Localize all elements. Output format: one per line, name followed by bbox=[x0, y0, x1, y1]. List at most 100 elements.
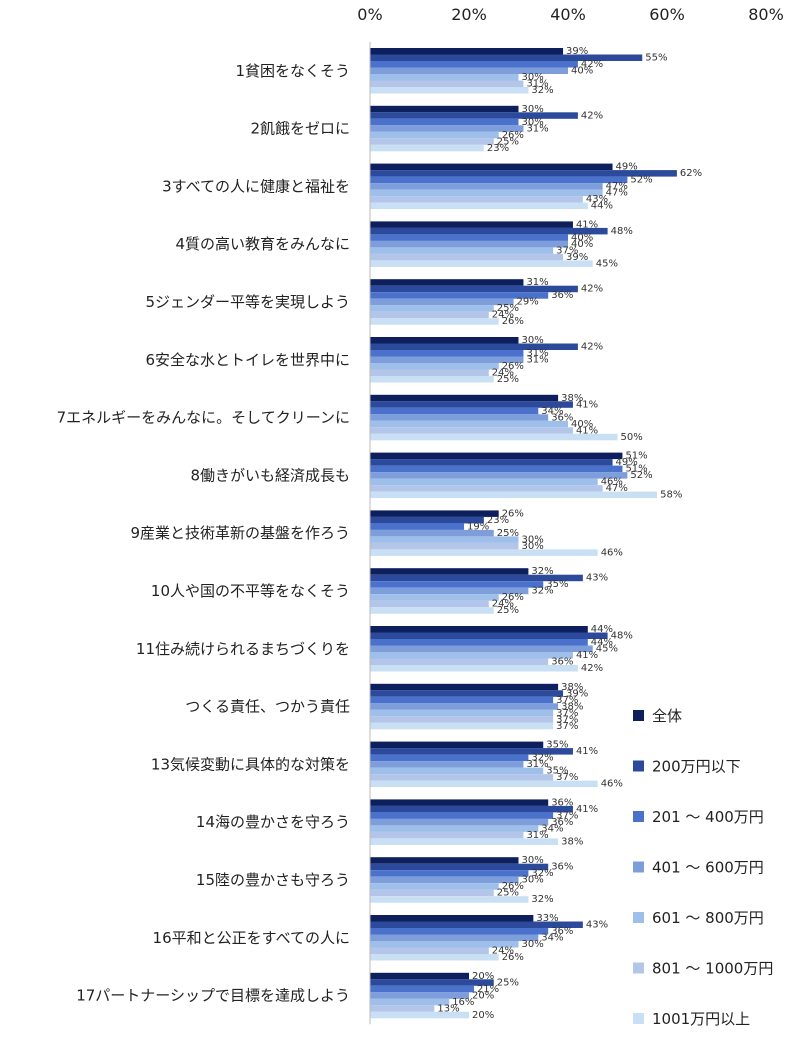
data-label: 25% bbox=[497, 374, 519, 385]
category-label: 17パートナーシップで目標を達成しよう bbox=[76, 987, 350, 1005]
data-label: 36% bbox=[551, 817, 573, 828]
legend-label: 601 ～ 800万円 bbox=[652, 909, 764, 927]
bar bbox=[370, 947, 489, 954]
bars bbox=[370, 48, 677, 1019]
data-label: 21% bbox=[477, 984, 499, 995]
data-label: 45% bbox=[596, 258, 618, 269]
bar bbox=[370, 587, 529, 595]
bar bbox=[370, 318, 499, 325]
bar bbox=[370, 954, 499, 961]
bar bbox=[370, 761, 524, 768]
bar bbox=[370, 67, 568, 74]
data-label: 19% bbox=[467, 521, 489, 532]
data-label: 30% bbox=[522, 855, 544, 866]
data-label: 30% bbox=[522, 104, 544, 115]
bar bbox=[370, 709, 554, 717]
data-label: 41% bbox=[576, 650, 598, 661]
bar bbox=[370, 639, 588, 646]
data-label: 48% bbox=[611, 226, 633, 237]
bar bbox=[370, 253, 564, 261]
category-label: 9産業と技術革新の基盤を作ろう bbox=[130, 524, 350, 542]
bar bbox=[370, 74, 519, 81]
data-label: 46% bbox=[601, 547, 623, 558]
data-label: 42% bbox=[581, 110, 603, 121]
category-label: 3すべての人に健康と福祉を bbox=[162, 177, 350, 195]
data-label: 31% bbox=[526, 277, 548, 288]
data-label: 38% bbox=[561, 701, 583, 712]
bar bbox=[370, 536, 519, 543]
data-label: 52% bbox=[630, 175, 652, 186]
data-label: 51% bbox=[625, 451, 647, 462]
bar bbox=[370, 825, 539, 832]
bar bbox=[370, 163, 613, 171]
data-label: 37% bbox=[556, 708, 578, 719]
legend-swatch bbox=[633, 912, 644, 923]
data-label: 23% bbox=[487, 143, 509, 154]
bar bbox=[370, 549, 598, 556]
bar bbox=[370, 394, 559, 402]
data-label: 30% bbox=[522, 541, 544, 552]
legend-swatch bbox=[633, 811, 644, 822]
bar bbox=[370, 690, 564, 697]
data-label: 36% bbox=[551, 862, 573, 873]
bar bbox=[370, 189, 603, 197]
bar bbox=[370, 1011, 469, 1019]
bar bbox=[370, 459, 613, 466]
data-label: 23% bbox=[487, 515, 509, 526]
bar bbox=[370, 510, 499, 517]
data-label: 41% bbox=[576, 399, 598, 410]
x-tick-label: 0% bbox=[357, 5, 382, 24]
data-label: 62% bbox=[680, 168, 702, 179]
bar bbox=[370, 356, 524, 363]
bar bbox=[370, 260, 593, 267]
data-label: 25% bbox=[497, 888, 519, 899]
data-label: 31% bbox=[526, 830, 548, 841]
bar bbox=[370, 941, 519, 948]
data-label: 42% bbox=[581, 284, 603, 295]
bar bbox=[370, 176, 628, 184]
bar bbox=[370, 928, 549, 935]
category-label: 15陸の豊かさも守ろう bbox=[196, 871, 350, 889]
bar bbox=[370, 626, 588, 633]
data-label: 32% bbox=[531, 586, 553, 597]
data-label: 30% bbox=[522, 117, 544, 128]
data-label: 24% bbox=[492, 368, 514, 379]
category-label: 10人や国の不平等をなくそう bbox=[151, 582, 350, 600]
bar bbox=[370, 703, 559, 710]
bar bbox=[370, 523, 465, 530]
data-label: 41% bbox=[576, 804, 598, 815]
legend-label: 401 ～ 600万円 bbox=[652, 859, 764, 877]
legend-label: 1001万円以上 bbox=[652, 1010, 750, 1028]
bar bbox=[370, 883, 499, 890]
bar bbox=[370, 818, 549, 826]
data-label: 44% bbox=[591, 624, 613, 635]
bar bbox=[370, 600, 489, 608]
data-label: 29% bbox=[517, 297, 539, 308]
bar bbox=[370, 568, 529, 575]
legend-swatch bbox=[633, 861, 644, 873]
bar bbox=[370, 279, 524, 286]
data-label: 40% bbox=[571, 239, 593, 250]
data-label: 20% bbox=[472, 1010, 494, 1021]
data-label: 36% bbox=[551, 657, 573, 668]
bar bbox=[370, 542, 519, 550]
data-label: 47% bbox=[606, 483, 628, 494]
bar bbox=[370, 992, 469, 999]
data-label: 26% bbox=[502, 881, 524, 892]
bar bbox=[370, 491, 658, 499]
bar bbox=[370, 863, 549, 871]
data-label: 42% bbox=[581, 59, 603, 70]
bar bbox=[370, 665, 578, 672]
bar bbox=[370, 799, 549, 806]
data-label: 49% bbox=[616, 162, 638, 173]
data-label: 34% bbox=[541, 823, 563, 834]
data-label: 25% bbox=[497, 136, 519, 147]
bar bbox=[370, 722, 554, 730]
bar bbox=[370, 594, 499, 601]
category-label: 13気候変動に具体的な対策を bbox=[151, 755, 350, 773]
bar bbox=[370, 896, 529, 903]
data-label: 35% bbox=[546, 579, 568, 590]
bar bbox=[370, 87, 529, 94]
bar bbox=[370, 369, 489, 376]
category-label: 2飢餓をゼロに bbox=[250, 120, 350, 138]
